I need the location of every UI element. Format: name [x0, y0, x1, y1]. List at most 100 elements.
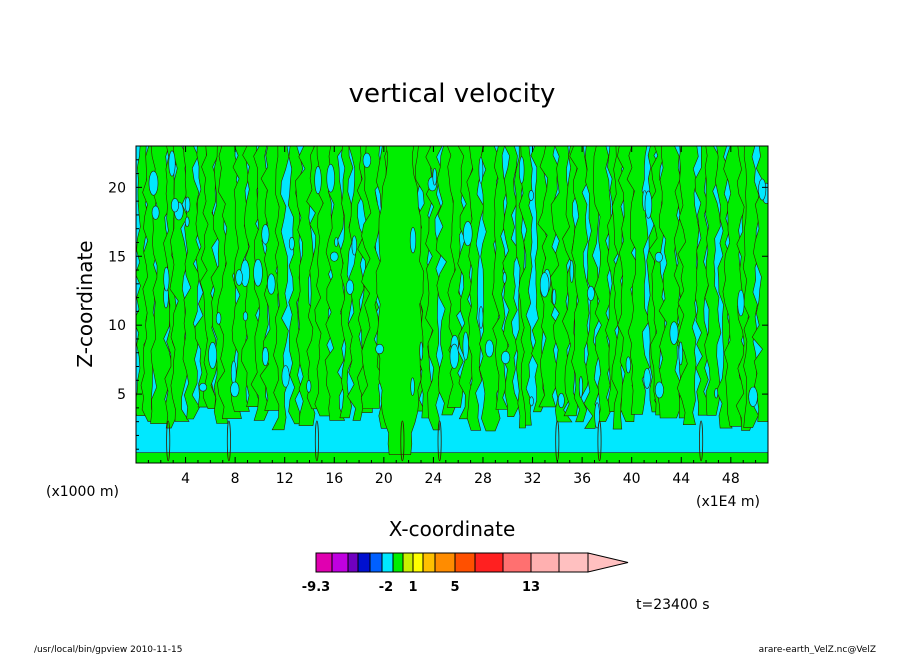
x-tick-label: 20: [375, 471, 393, 487]
heatmap-pocket: [478, 306, 484, 329]
heatmap-streak: [597, 420, 602, 462]
chart-title: vertical velocity: [349, 79, 556, 109]
colorbar-segment: [402, 552, 414, 573]
colorbar-segment: [434, 552, 456, 573]
heatmap-pocket: [168, 150, 176, 177]
plot-frame: [135, 145, 769, 464]
heatmap-pocket: [449, 343, 459, 369]
heatmap-pocket: [281, 365, 290, 388]
heatmap-pocket: [208, 341, 217, 369]
heatmap-pocket: [409, 227, 417, 254]
heatmap-pocket: [261, 346, 269, 366]
x-axis-label: X-coordinate: [389, 517, 516, 541]
heatmap-pocket: [351, 235, 357, 256]
heatmap-pocket: [334, 237, 339, 247]
heatmap-plume: [501, 146, 520, 418]
heatmap-pocket: [410, 377, 415, 396]
heatmap-streak: [699, 420, 704, 462]
heatmap-pocket: [462, 331, 469, 361]
colorbar-segment: [331, 552, 349, 573]
heatmap-pocket: [528, 190, 534, 202]
plot-area: [135, 145, 769, 464]
heatmap-pocket: [748, 386, 758, 407]
heatmap-pocket: [230, 360, 237, 385]
heatmap-plume: [626, 146, 651, 415]
heatmap-pocket: [326, 163, 335, 193]
y-tick-label: 15: [108, 249, 126, 265]
heatmap-pocket: [253, 258, 263, 287]
heatmap-pocket: [184, 196, 191, 213]
heatmap-pocket: [669, 321, 679, 345]
heatmap-plume: [722, 146, 748, 427]
heatmap-pocket: [478, 157, 484, 184]
heatmap-pocket: [306, 379, 312, 393]
colorbar-extension: [587, 552, 629, 573]
x-tick-label: 16: [325, 471, 343, 487]
colorbar-segment: [347, 552, 359, 573]
heatmap-pocket: [267, 273, 276, 295]
heatmap-pocket: [484, 339, 494, 358]
heatmap-plume: [271, 146, 290, 431]
heatmap-pocket: [654, 381, 664, 399]
x-tick-label: 24: [424, 471, 442, 487]
y-tick-label: 20: [108, 180, 126, 196]
y-axis-ticks: 5 10 15 20: [108, 159, 768, 450]
heatmap-pocket: [502, 271, 507, 284]
colorbar-segment: [392, 552, 404, 573]
heatmap-pocket: [215, 312, 222, 325]
heatmap-plume: [347, 146, 367, 421]
y-tick-label: 5: [117, 387, 126, 403]
colorbar-tick-label: 13: [522, 580, 540, 595]
heatmap-plume: [704, 146, 722, 416]
y-tick-label: 10: [108, 318, 126, 334]
colorbar-segment: [502, 552, 532, 573]
heatmap-pocket: [261, 224, 270, 245]
heatmap-pocket: [314, 166, 322, 195]
x-unit-right: (x1E4 m): [696, 494, 760, 510]
heatmap-pocket: [163, 266, 170, 292]
colorbar-segment: [315, 552, 333, 573]
colorbar-segment: [381, 552, 394, 573]
x-tick-label: 44: [672, 471, 690, 487]
heatmap-pocket: [345, 279, 354, 295]
colorbar-segment: [357, 552, 371, 573]
colorbar-tick-labels: -9.3 -2 1 5 13: [302, 580, 540, 595]
colorbar: [315, 552, 629, 573]
heatmap-pocket: [184, 216, 190, 228]
heatmap-pocket: [288, 236, 295, 251]
heatmap-pocket: [362, 152, 372, 168]
heatmap-plume: [466, 146, 485, 431]
heatmap-streak: [314, 420, 319, 462]
heatmap-streak: [166, 420, 171, 462]
heatmap-pocket: [171, 198, 180, 213]
x-tick-label: 28: [474, 471, 492, 487]
colorbar-tick-label: 5: [450, 580, 459, 595]
colorbar-segment: [454, 552, 476, 573]
heatmap-pocket: [230, 381, 240, 398]
heatmap-plume: [492, 146, 509, 410]
heatmap-pocket: [557, 392, 565, 408]
heatmap-pocket: [518, 156, 525, 184]
heatmap-pocket: [463, 221, 473, 247]
heatmap-pocket: [501, 350, 511, 364]
heatmap-pocket: [578, 376, 583, 398]
heatmap-pocket: [148, 170, 159, 196]
heatmap-pocket: [432, 168, 437, 186]
colorbar-segment: [412, 552, 424, 573]
heatmap-pocket: [199, 382, 208, 392]
time-label: t=23400 s: [636, 597, 710, 613]
heatmap-pocket: [714, 388, 719, 399]
heatmap-pocket: [375, 343, 384, 355]
heatmap-pocket: [529, 396, 534, 407]
heatmap-surface-band: [136, 452, 768, 463]
x-tick-label: 8: [231, 471, 240, 487]
heatmap-plume: [518, 146, 535, 426]
colorbar-segment: [474, 552, 504, 573]
heatmap-streak: [437, 420, 442, 462]
x-tick-label: 12: [276, 471, 294, 487]
heatmap-pocket: [330, 251, 339, 262]
heatmap-pocket: [569, 260, 574, 283]
colorbar-segment: [422, 552, 436, 573]
heatmap-pocket: [644, 190, 653, 219]
